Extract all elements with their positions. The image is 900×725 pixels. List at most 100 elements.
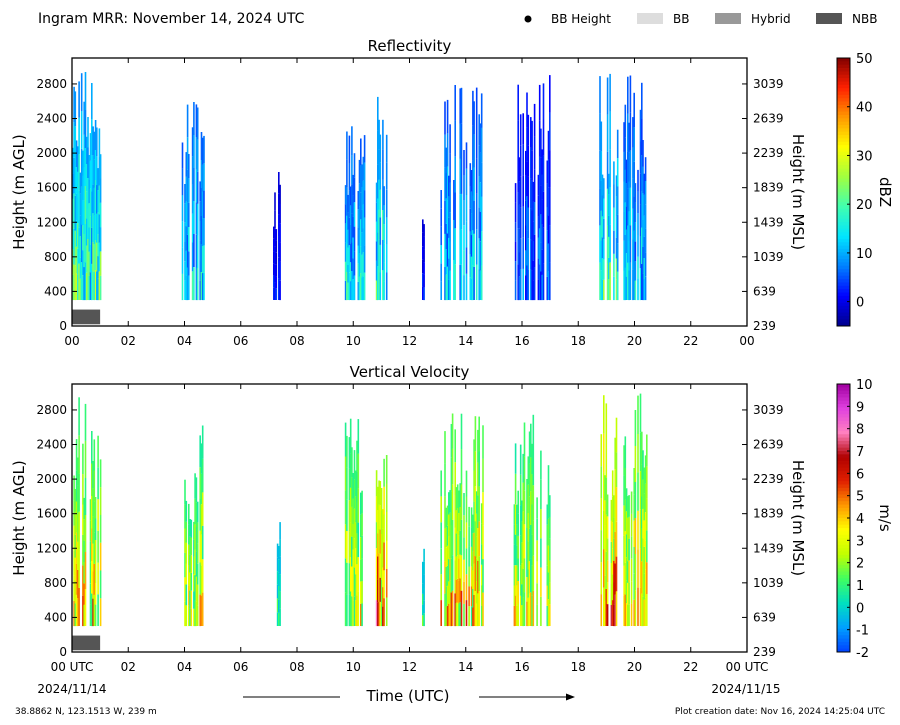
echo-cell [85,136,88,164]
echo-cell [538,228,541,265]
echo-cell [200,595,203,626]
echo-cell [279,261,281,281]
echo-cell [455,579,458,603]
echo-cell [458,535,460,559]
echo-cell [549,582,551,605]
echo-cell [513,524,516,545]
echo-period [73,397,102,627]
echo-cell [642,166,644,194]
echo-cell [346,131,348,160]
echo-cell [383,262,385,282]
echo-cell [642,140,644,167]
colorbar-step [837,151,850,156]
echo-cell [473,470,475,502]
echo-cell [78,81,80,118]
echo-cell [89,583,92,605]
echo-cell [613,495,615,518]
colorbar-step [837,404,850,408]
echo-cell [531,240,533,271]
echo-cell [378,270,380,300]
echo-cell [639,509,642,549]
colorbar-tick-label: 30 [856,149,873,164]
echo-cell [89,188,92,217]
echo-cell [82,275,84,301]
echo-cell [531,504,533,535]
echo-cell [89,604,92,626]
echo-cell [628,270,630,301]
echo-cell [91,463,93,496]
echo-cell [463,559,465,582]
echo-cell [521,584,523,606]
echo-cell [627,262,629,300]
echo-cell [423,600,425,614]
echo-cell [472,551,474,571]
echo-cell [377,130,379,165]
echo-cell [517,558,519,581]
y-tick-label: 2800 [36,77,67,91]
echo-cell [78,511,80,550]
colorbar-step [837,145,850,149]
colorbar-step [837,625,850,629]
echo-cell [186,234,189,268]
echo-cell [375,260,378,281]
echo-cell [185,226,188,251]
echo-cell [516,545,518,566]
echo-cell [454,156,456,193]
echo-cell [92,242,94,272]
echo-cell [349,186,352,206]
echo-cell [348,190,351,218]
echo-cell [344,223,347,243]
echo-cell [75,167,78,194]
echo-cell [633,127,635,162]
echo-cell [643,573,646,600]
echo-cell [423,224,425,237]
echo-cell [423,274,425,288]
echo-cell [537,279,540,301]
echo-cell [279,184,281,204]
echo-cell [633,520,635,547]
echo-cell [360,273,362,300]
echo-cell [84,552,87,589]
echo-cell [188,503,190,525]
echo-cell [201,592,204,626]
echo-cell [360,219,362,247]
echo-cell [445,606,448,626]
echo-cell [536,497,538,519]
colorbar-step [837,608,850,613]
echo-cell [616,129,619,159]
echo-cell [97,234,99,257]
echo-cell [185,584,188,606]
echo-cell [382,587,384,607]
echo-cell [547,572,550,600]
echo-cell [646,562,648,595]
echo-cell [191,242,194,272]
echo-cell [608,173,610,195]
echo-cell [77,513,79,542]
echo-cell [73,86,75,123]
y-tick-label: 2800 [36,403,67,417]
echo-cell [195,551,198,577]
echo-cell [528,496,531,529]
echo-cell [75,273,78,300]
echo-cell [454,462,456,495]
colorbar-step [837,232,850,236]
echo-cell [93,501,96,533]
echo-cell [624,562,627,595]
echo-cell [644,597,647,626]
echo-cell [623,181,625,212]
colorbar-tick-label: 8 [856,423,864,438]
echo-cell [196,203,199,236]
echo-period [344,418,363,627]
echo-cell [531,180,533,211]
colorbar-step [837,588,850,593]
echo-cell [639,393,642,433]
echo-cell [633,573,635,600]
echo-cell [99,487,102,515]
colorbar-step [837,554,850,559]
echo-cell [536,561,538,584]
echo-cell [599,150,601,189]
echo-cell [455,602,458,627]
echo-cell [642,220,644,247]
echo-cell [445,198,448,224]
